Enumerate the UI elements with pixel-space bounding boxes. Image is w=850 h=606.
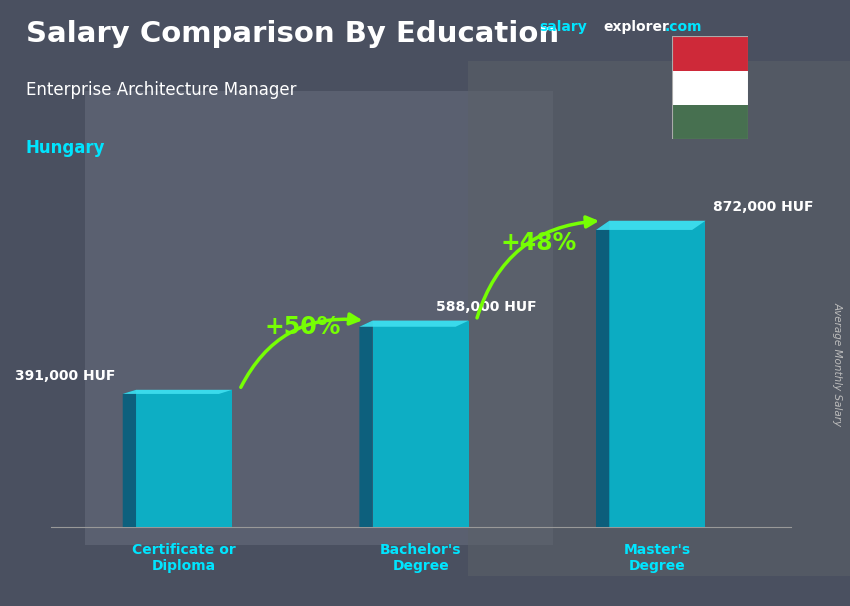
Text: +50%: +50%	[264, 315, 341, 339]
Polygon shape	[596, 221, 705, 230]
Bar	[672, 71, 748, 105]
Polygon shape	[360, 321, 469, 327]
Text: Salary Comparison By Education: Salary Comparison By Education	[26, 21, 558, 48]
Bar	[85, 91, 552, 545]
Bar	[672, 105, 748, 139]
Bar	[136, 390, 232, 527]
Text: salary: salary	[540, 21, 587, 35]
Bar	[609, 221, 705, 527]
Text: Hungary: Hungary	[26, 139, 105, 157]
Text: 872,000 HUF: 872,000 HUF	[713, 201, 813, 215]
Polygon shape	[596, 221, 609, 527]
Text: explorer: explorer	[604, 21, 670, 35]
Polygon shape	[122, 390, 232, 394]
Text: Average Monthly Salary: Average Monthly Salary	[832, 302, 842, 425]
Bar	[672, 36, 748, 71]
Text: 588,000 HUF: 588,000 HUF	[435, 300, 536, 315]
Text: .com: .com	[665, 21, 702, 35]
Bar	[468, 61, 850, 576]
Text: Enterprise Architecture Manager: Enterprise Architecture Manager	[26, 81, 296, 99]
Bar	[372, 321, 469, 527]
Text: 391,000 HUF: 391,000 HUF	[15, 370, 116, 384]
Polygon shape	[360, 321, 372, 527]
Polygon shape	[122, 390, 136, 527]
Text: +48%: +48%	[501, 230, 577, 255]
